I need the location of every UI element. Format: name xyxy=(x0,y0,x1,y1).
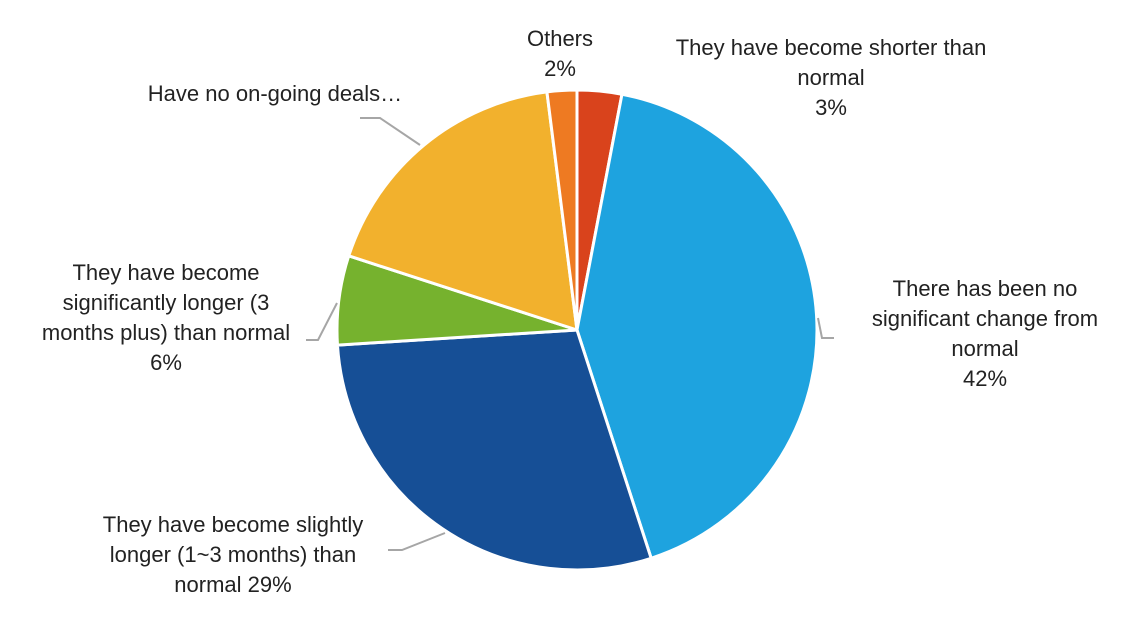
leader-line-no-change xyxy=(817,317,834,339)
pie-slice-1 xyxy=(575,92,819,560)
pie-slice-5 xyxy=(545,88,579,332)
label-no-change: There has been no significant change fro… xyxy=(871,276,1099,391)
label-shorter: They have become shorter than normal 3% xyxy=(675,35,987,120)
leader-line-significantly-longer xyxy=(306,302,338,341)
label-no-deals: Have no on-going deals… xyxy=(147,81,403,106)
label-significantly-longer: They have become significantly longer (3… xyxy=(41,260,291,375)
label-slightly-longer: They have become slightly longer (1~3 mo… xyxy=(102,512,364,597)
label-others: Others 2% xyxy=(526,26,594,81)
leader-lines xyxy=(306,117,834,551)
leader-line-no-deals xyxy=(360,117,421,146)
pie-slice-2 xyxy=(335,328,653,572)
leader-line-slightly-longer xyxy=(388,532,446,551)
pie-slices xyxy=(335,88,819,572)
pie-slice-4 xyxy=(347,90,579,332)
